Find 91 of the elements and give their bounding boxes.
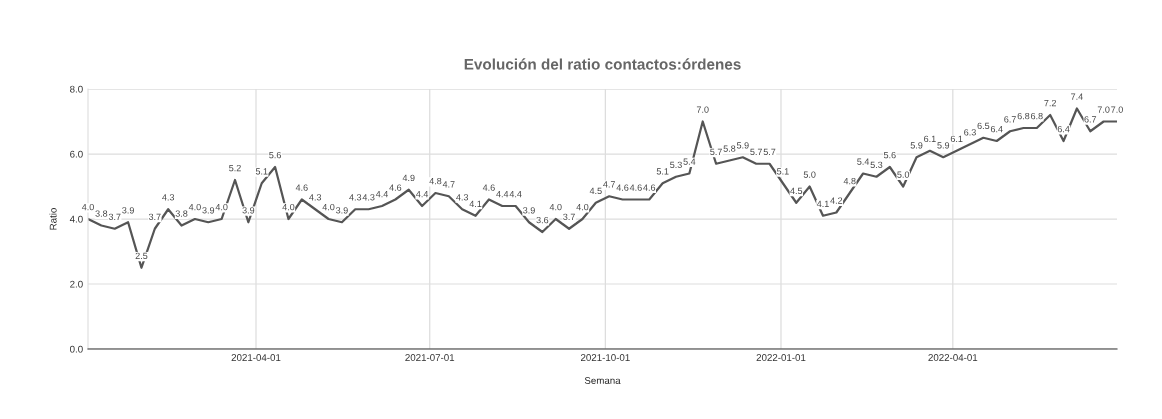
data-label: 4.8: [843, 177, 856, 185]
data-label: 3.7: [108, 213, 121, 221]
data-label: 6.1: [950, 135, 963, 143]
data-label: 7.0: [1111, 106, 1123, 113]
data-label: 5.3: [870, 161, 883, 169]
y-tick-label: 4.0: [69, 215, 83, 223]
chart-title: Evolución del ratio contactos:órdenes: [464, 58, 741, 70]
data-label: 6.3: [964, 129, 976, 136]
data-label: 4.6: [629, 184, 642, 191]
data-label: 4.6: [616, 184, 629, 191]
data-label: 5.1: [255, 168, 268, 175]
data-label: 3.7: [148, 213, 161, 221]
data-label: 7.0: [696, 106, 709, 113]
data-label: 4.0: [322, 203, 335, 211]
data-label: 4.6: [389, 184, 402, 191]
data-label: 4.6: [295, 184, 308, 191]
data-label: 7.4: [1071, 93, 1083, 100]
data-label: 7.0: [1097, 106, 1110, 113]
data-label: 4.1: [816, 200, 829, 207]
data-label: 5.0: [803, 171, 816, 178]
data-label: 5.6: [269, 151, 281, 159]
data-label: 4.3: [362, 194, 375, 201]
data-label: 5.7: [710, 148, 722, 156]
x-tick-label: 2022-01-01: [756, 354, 806, 361]
data-label: 3.9: [335, 207, 348, 214]
data-label: 3.9: [242, 207, 255, 214]
data-label: 4.4: [509, 190, 522, 198]
data-label: 4.6: [482, 184, 495, 191]
data-label: 5.9: [910, 142, 923, 149]
data-label: 2.5: [135, 252, 148, 260]
data-label: 5.1: [777, 168, 789, 175]
y-tick-label: 2.0: [70, 280, 83, 288]
y-tick-label: 6.0: [70, 150, 83, 158]
data-label: 4.2: [830, 197, 843, 204]
data-label: 4.5: [790, 187, 803, 195]
data-label: 4.3: [309, 194, 322, 201]
y-tick-label: 0.0: [70, 345, 83, 353]
data-label: 5.9: [736, 142, 749, 149]
y-tick-label: 8.0: [70, 85, 83, 93]
data-label: 6.7: [1084, 116, 1097, 123]
data-label: 5.7: [763, 148, 776, 156]
data-label: 4.4: [496, 190, 509, 198]
data-label: 3.9: [122, 207, 134, 214]
data-label: 4.0: [81, 203, 94, 211]
data-label: 5.3: [670, 161, 682, 169]
x-tick-label: 2022-04-01: [928, 354, 978, 361]
data-label: 4.5: [589, 187, 602, 195]
data-label: 6.5: [977, 122, 990, 130]
data-label: 4.0: [576, 203, 589, 211]
data-label: 4.4: [375, 190, 389, 198]
x-tick-label: 2021-10-01: [580, 354, 630, 361]
data-label: 6.7: [1004, 116, 1016, 123]
data-label: 5.9: [937, 142, 950, 149]
y-axis-title: Ratio: [49, 208, 57, 230]
data-label: 3.8: [175, 210, 188, 217]
data-label: 6.1: [924, 135, 936, 143]
data-label: 4.0: [549, 203, 562, 211]
data-label: 5.8: [723, 145, 736, 152]
data-label: 5.0: [897, 171, 910, 178]
data-label: 4.9: [402, 174, 415, 182]
data-label: 4.3: [162, 194, 175, 201]
data-label: 4.3: [456, 194, 469, 201]
x-tick-label: 2021-04-01: [231, 354, 281, 361]
x-tick-label: 2021-07-01: [405, 354, 455, 361]
data-label: 5.6: [883, 151, 896, 159]
data-label: 5.1: [656, 168, 669, 175]
data-label: 7.2: [1044, 99, 1056, 107]
data-label: 3.7: [563, 213, 575, 221]
data-label: 4.0: [282, 203, 295, 211]
data-label: 4.0: [188, 203, 201, 211]
data-label: 6.8: [1017, 112, 1030, 120]
data-label: 4.7: [603, 181, 615, 188]
data-label: 4.1: [469, 200, 482, 207]
data-label: 4.6: [643, 184, 656, 191]
data-label: 4.3: [349, 194, 362, 201]
data-label: 3.6: [536, 216, 549, 224]
data-label: 4.4: [416, 190, 429, 198]
data-label: 3.9: [523, 207, 535, 214]
data-label: 6.4: [1057, 125, 1070, 133]
data-label: 5.7: [750, 148, 762, 156]
data-label: 6.8: [1031, 112, 1043, 120]
data-label: 4.0: [215, 203, 228, 211]
data-label: 4.7: [442, 181, 455, 188]
data-label: 3.9: [202, 207, 215, 214]
data-label: 5.4: [683, 158, 696, 165]
x-axis-title: Semana: [584, 377, 621, 384]
data-label: 4.8: [429, 177, 442, 185]
data-label: 6.4: [990, 125, 1003, 133]
data-label: 5.2: [229, 164, 241, 172]
data-label: 3.8: [95, 210, 108, 217]
data-label: 5.4: [857, 158, 870, 165]
